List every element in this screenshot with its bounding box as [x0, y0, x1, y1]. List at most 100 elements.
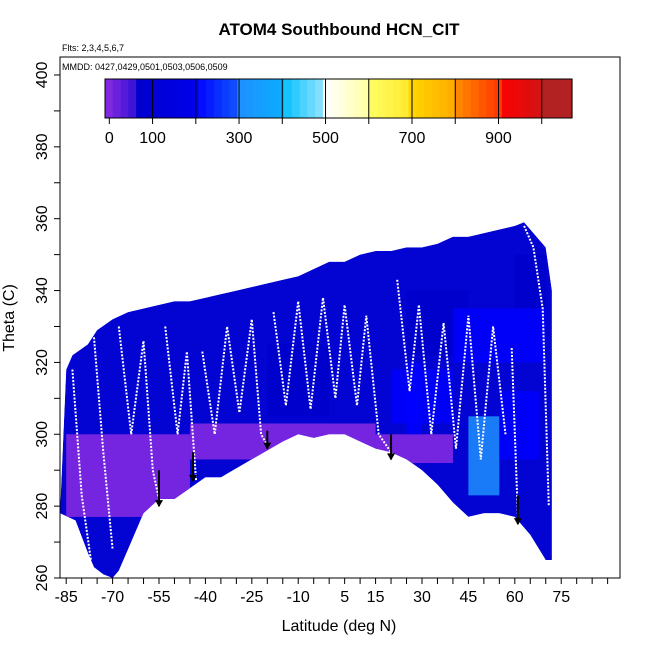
heatmap-band [199, 222, 207, 578]
colorbar-swatch [112, 79, 122, 118]
x-tick-label: 5 [340, 589, 349, 606]
heatmap-band [477, 222, 486, 578]
heatmap-band [137, 222, 146, 578]
colorbar-swatch [556, 79, 565, 118]
heatmap-band [176, 222, 184, 578]
colorbar-tick-label: 900 [485, 130, 512, 147]
heatmap-region-1 [189, 423, 376, 460]
heatmap-band [90, 222, 99, 578]
x-tick-label: -10 [287, 589, 310, 606]
flight-track-8 [523, 225, 550, 507]
colorbar-swatch [206, 79, 215, 118]
flight-track-1 [93, 337, 114, 550]
heatmap-band [369, 222, 378, 578]
flight-track-7 [510, 347, 519, 517]
heatmap-band [206, 222, 215, 578]
heatmap-band [191, 222, 200, 578]
colorbar-swatch [354, 79, 363, 118]
colorbar-swatch [276, 79, 285, 118]
heatmap-band [121, 222, 130, 578]
heatmap-field [60, 222, 552, 579]
colorbar-swatch [408, 79, 417, 118]
arrow-marker-3 [387, 434, 396, 461]
arrow-marker-4 [513, 495, 522, 526]
y-tick-label: 300 [34, 421, 51, 448]
heatmap-region-9 [514, 254, 546, 309]
heatmap-band [75, 222, 84, 578]
heatmap-band [284, 222, 293, 578]
x-tick-label: -70 [101, 589, 124, 606]
colorbar-tick-label: 500 [312, 130, 339, 147]
colorbar-swatch [478, 79, 487, 118]
colorbar-swatch [540, 79, 550, 118]
heatmap-region-7 [499, 391, 540, 460]
heatmap-region-5 [452, 308, 546, 363]
colorbar-swatch [307, 79, 316, 118]
colorbar-swatch [182, 79, 192, 118]
arrow-marker-1 [189, 452, 198, 482]
colorbar-swatch [284, 79, 293, 118]
chart-title: ATOM4 Southbound HCN_CIT [218, 20, 460, 39]
axis-layer: -85 -70 -55 -40 -25 -10 5 15 30 45 60 75 260 280 300 32… [34, 56, 621, 606]
x-tick-label: -55 [147, 589, 170, 606]
heatmap-band [168, 222, 177, 578]
colorbar-frame [104, 78, 573, 119]
colorbar-swatch [416, 79, 425, 118]
colorbar-swatch [501, 79, 511, 118]
colorbar-swatch [509, 79, 519, 118]
heatmap-band [493, 222, 501, 578]
colorbar-swatch [322, 79, 332, 118]
colorbar-swatch [151, 79, 161, 118]
heatmap-band [98, 222, 107, 578]
colorbar-swatch [105, 79, 114, 118]
colorbar-swatch [533, 79, 542, 118]
colorbar-swatch [260, 79, 270, 118]
heatmap-band [145, 222, 153, 578]
heatmap-band [454, 222, 463, 578]
plot-frame [59, 56, 621, 579]
heatmap-band [338, 222, 347, 578]
arrow-marker-2 [263, 430, 272, 450]
y-tick-label: 320 [34, 349, 51, 376]
colorbar-swatch [392, 79, 402, 118]
colorbar-tick-label: 100 [139, 130, 166, 147]
y-axis-label: Theta (C) [1, 284, 18, 352]
heatmap-band [469, 222, 478, 578]
heatmap-band [83, 222, 91, 578]
colorbar-swatch [213, 79, 223, 118]
heatmap-band [485, 222, 494, 578]
colorbar-swatch [455, 79, 464, 118]
colorbar-swatch [245, 79, 254, 118]
heatmap-band [462, 222, 470, 578]
colorbar-swatch [175, 79, 184, 118]
colorbar-swatch [439, 79, 449, 118]
colorbar-swatch [159, 79, 168, 118]
colorbar-swatch [564, 79, 573, 118]
heatmap-band [129, 222, 138, 578]
plot-layer [60, 222, 552, 579]
heatmap-band [114, 222, 122, 578]
x-axis-label: Latitude (deg N) [282, 618, 397, 635]
heatmap-band [222, 222, 231, 578]
heatmap-region-0 [66, 434, 190, 517]
heatmap-band [346, 222, 354, 578]
colorbar-swatch [237, 79, 246, 118]
heatmap-band [245, 222, 254, 578]
colorbar-swatch [400, 79, 410, 118]
colorbar-swatch [291, 79, 301, 118]
colorbar-swatch [486, 79, 495, 118]
dates-annotation: MMDD: 0427,0429,0501,0503,0506,0509 [62, 62, 228, 72]
heatmap-band [384, 222, 393, 578]
y-tick-label: 400 [34, 62, 51, 89]
y-tick-label: 380 [34, 133, 51, 160]
colorbar-swatch [136, 79, 145, 118]
colorbar-swatch [385, 79, 394, 118]
colorbar-tick-label: 300 [226, 130, 253, 147]
colorbar-swatch [167, 79, 176, 118]
heatmap-band [214, 222, 223, 578]
heatmap-band [299, 222, 308, 578]
heatmap-region-8 [391, 369, 453, 424]
colorbar-swatch [548, 79, 558, 118]
heatmap-band [152, 222, 161, 578]
flight-track-3 [164, 326, 198, 482]
